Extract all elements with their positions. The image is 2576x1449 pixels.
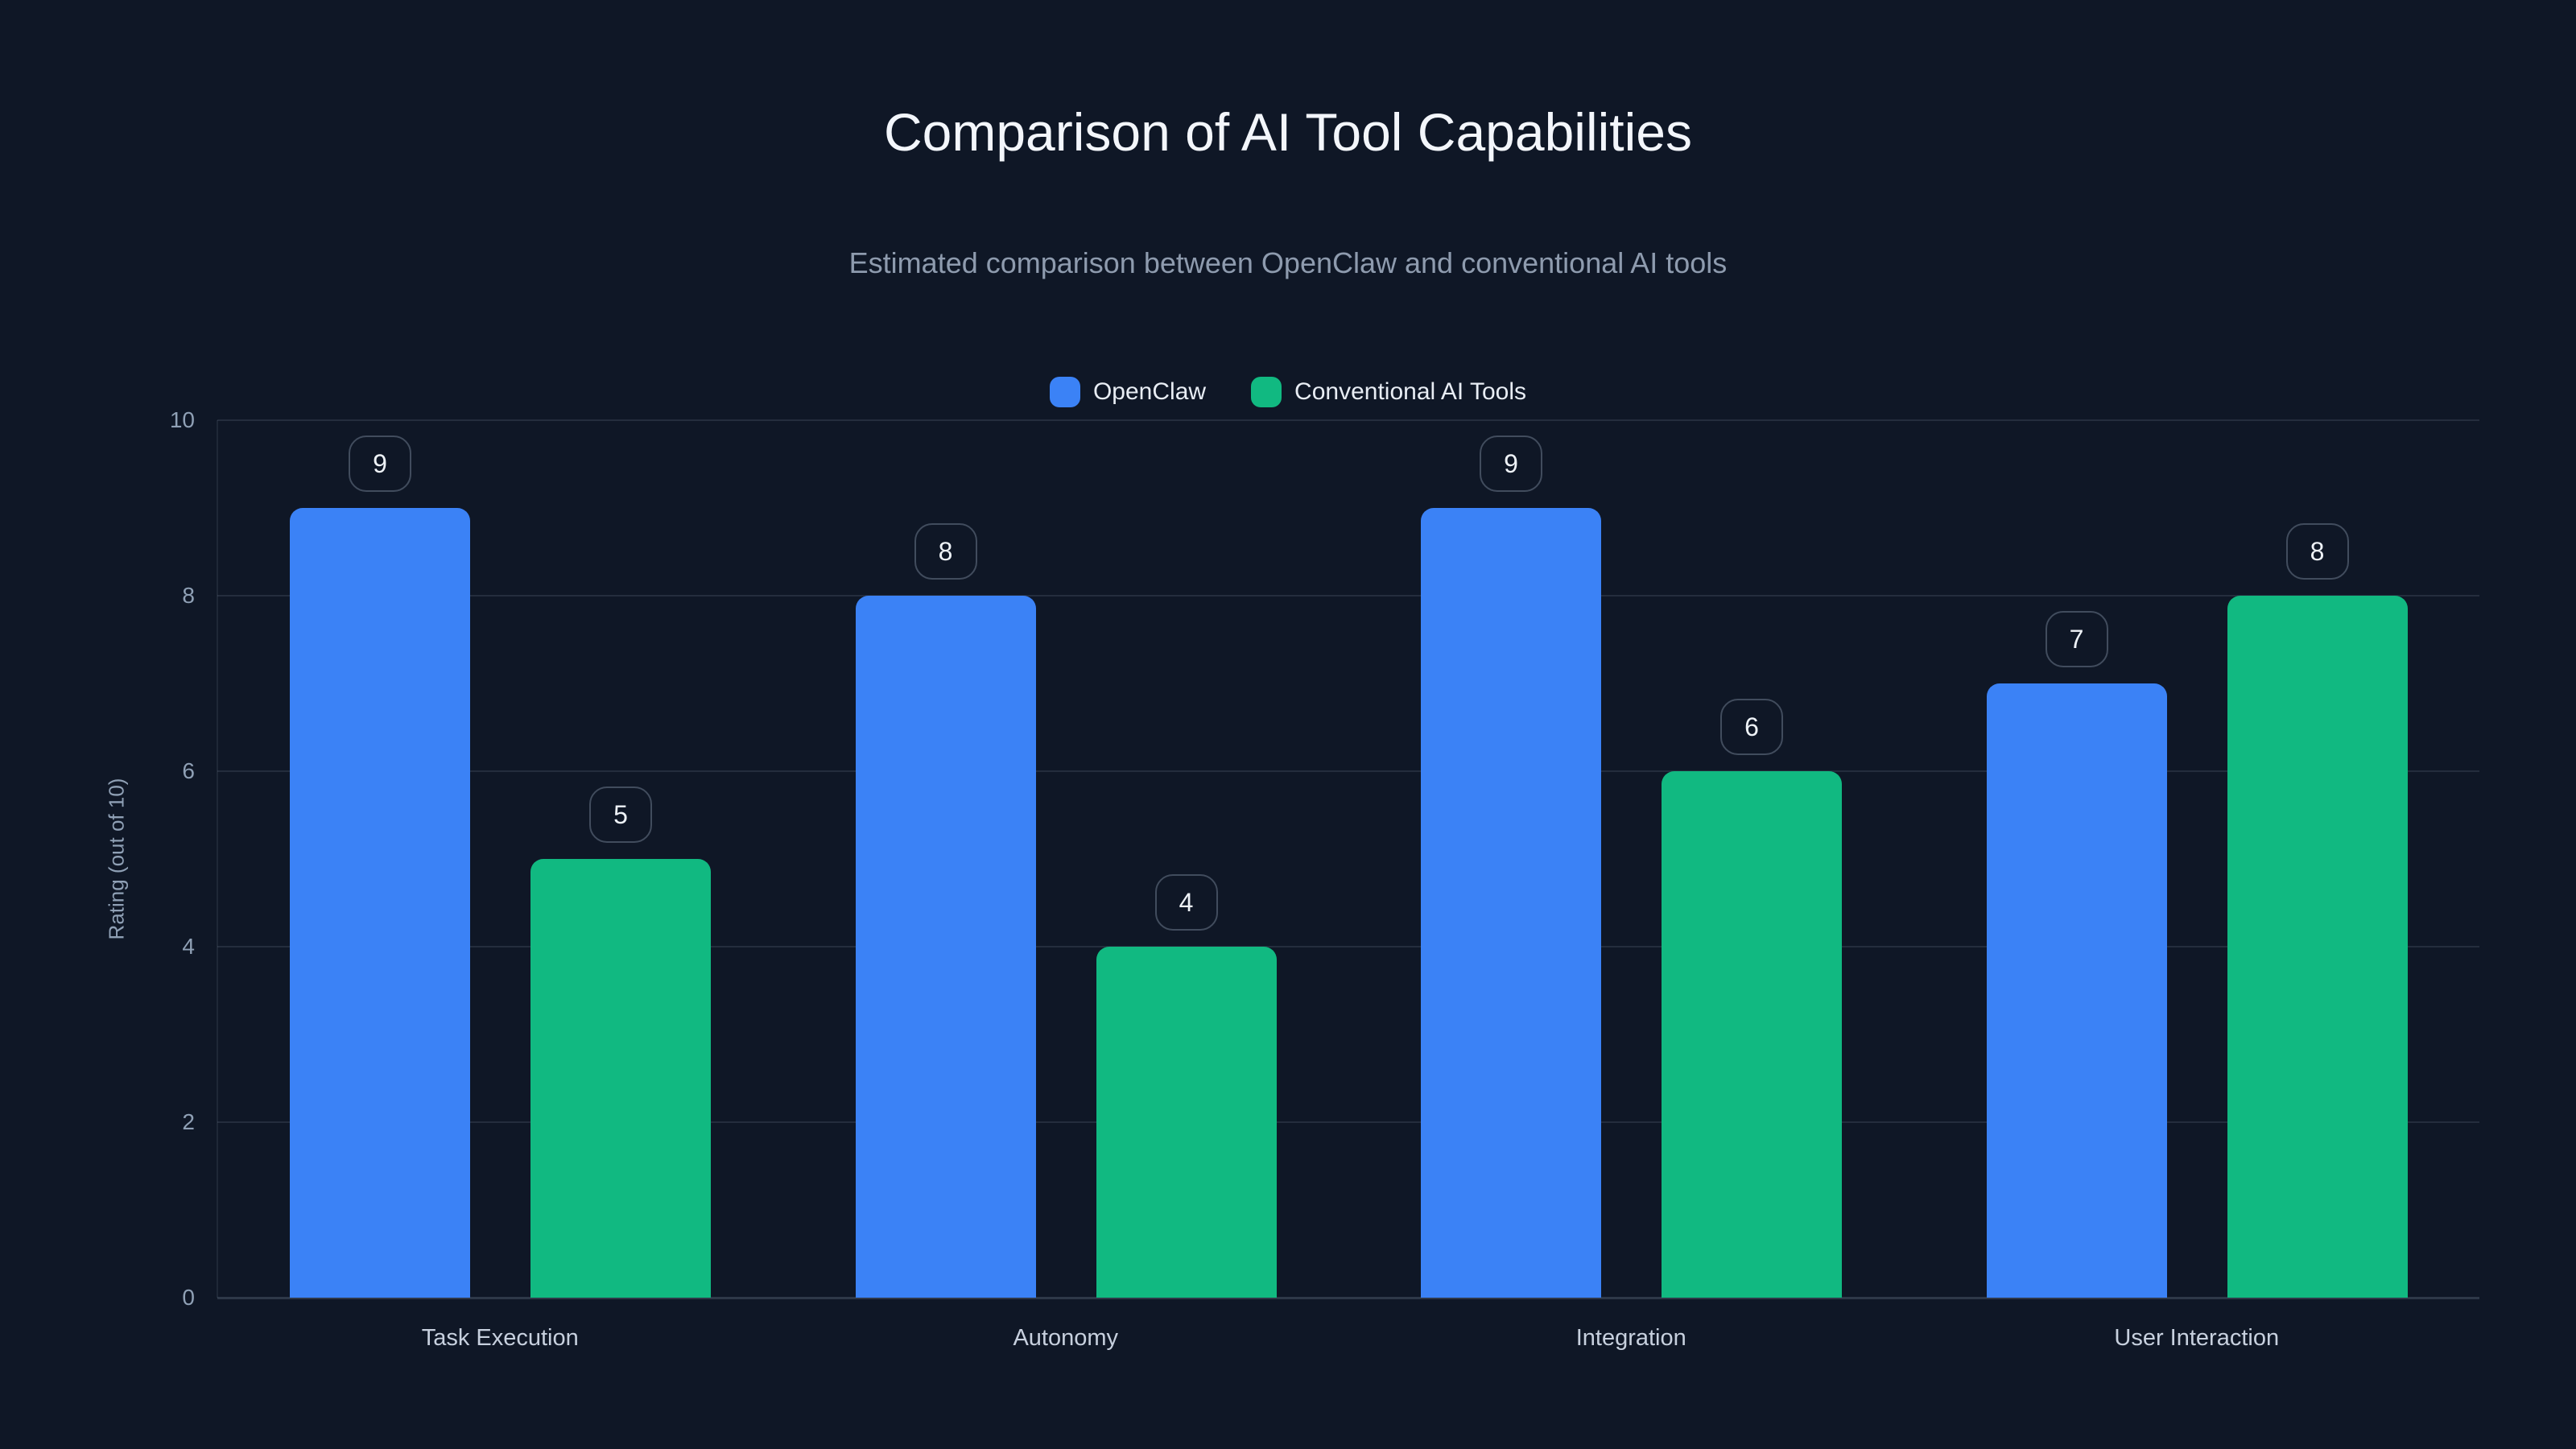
gridline-2 <box>217 1121 2479 1123</box>
gridline-4 <box>217 946 2479 947</box>
bar-conventional-ai-tools-user-interaction <box>2227 596 2408 1298</box>
chart-title: Comparison of AI Tool Capabilities <box>884 102 1692 162</box>
bar-openclaw-task-execution <box>290 508 470 1298</box>
y-axis-line <box>217 420 218 1298</box>
y-tick-label-0: 0 <box>182 1285 195 1310</box>
gridline-6 <box>217 770 2479 772</box>
gridline-8 <box>217 595 2479 597</box>
value-label-conventional-ai-tools-task-execution: 5 <box>589 786 652 843</box>
y-tick-label-8: 8 <box>182 583 195 608</box>
bar-openclaw-user-interaction <box>1986 683 2167 1298</box>
x-axis-label-integration: Integration <box>1575 1325 1686 1351</box>
value-label-openclaw-integration: 9 <box>1480 436 1542 492</box>
bar-conventional-ai-tools-task-execution <box>530 859 711 1298</box>
chart-subtitle: Estimated comparison between OpenClaw an… <box>848 246 1728 279</box>
legend-item-conventional-ai-tools[interactable]: Conventional AI Tools <box>1251 377 1526 407</box>
legend-label-openclaw: OpenClaw <box>1092 378 1207 405</box>
value-label-conventional-ai-tools-autonomy: 4 <box>1154 874 1218 931</box>
bar-conventional-ai-tools-autonomy <box>1096 947 1277 1298</box>
gridline-0 <box>217 1297 2479 1299</box>
y-tick-label-6: 6 <box>182 758 195 783</box>
gridline-10 <box>217 419 2479 421</box>
value-label-openclaw-autonomy: 8 <box>914 523 977 580</box>
legend-swatch-conventional-ai-tools-icon <box>1251 377 1282 407</box>
bar-openclaw-integration <box>1421 508 1601 1298</box>
y-axis-title: Rating (out of 10) <box>104 778 129 940</box>
bar-openclaw-autonomy <box>855 596 1036 1298</box>
y-tick-label-10: 10 <box>169 407 195 432</box>
x-axis-label-user-interaction: User Interaction <box>2114 1325 2280 1351</box>
y-tick-label-2: 2 <box>182 1109 195 1134</box>
value-label-openclaw-user-interaction: 7 <box>2045 611 2108 667</box>
y-tick-label-4: 4 <box>182 934 195 959</box>
chart-legend: OpenClaw Conventional AI Tools <box>0 377 2576 407</box>
legend-swatch-openclaw-icon <box>1049 377 1080 407</box>
value-label-openclaw-task-execution: 9 <box>349 436 411 492</box>
bar-conventional-ai-tools-integration <box>1662 771 1842 1298</box>
legend-item-openclaw[interactable]: OpenClaw <box>1049 377 1207 407</box>
x-axis-label-task-execution: Task Execution <box>421 1325 579 1351</box>
legend-label-conventional-ai-tools: Conventional AI Tools <box>1294 378 1527 405</box>
value-label-conventional-ai-tools-integration: 6 <box>1720 699 1783 755</box>
value-label-conventional-ai-tools-user-interaction: 8 <box>2285 523 2349 580</box>
x-axis-label-autonomy: Autonomy <box>1013 1325 1119 1351</box>
